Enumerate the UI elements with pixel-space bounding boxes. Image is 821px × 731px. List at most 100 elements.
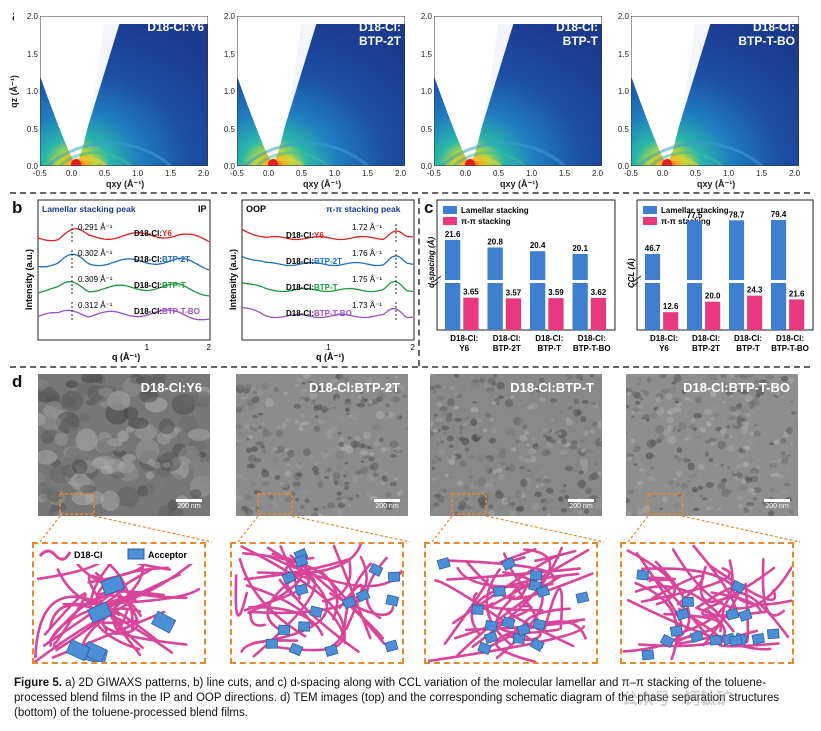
tem-grain xyxy=(363,398,369,402)
curve-label: D18-Cl:Y6 xyxy=(286,231,324,240)
curve-label-prefix: D18-Cl: xyxy=(286,309,314,318)
tem-grain xyxy=(304,391,308,395)
scattering-region xyxy=(40,24,208,166)
schematic-drawing xyxy=(234,544,402,658)
tem-grain xyxy=(293,449,302,457)
tem-grain xyxy=(338,441,345,448)
tem-grain xyxy=(518,455,525,462)
x-tick-label: 0.5 xyxy=(690,169,702,178)
tem-grain xyxy=(753,378,759,385)
tem-grain xyxy=(596,378,601,381)
tem-grain xyxy=(190,391,210,408)
tem-grain xyxy=(529,455,537,463)
donor-chain xyxy=(671,548,792,610)
acceptor-domain xyxy=(725,607,740,621)
diffraction-ring xyxy=(459,156,502,166)
bar-value-label: 20.0 xyxy=(705,292,721,301)
tem-grain xyxy=(559,449,568,456)
tem-grain xyxy=(186,499,196,510)
acceptor-domain xyxy=(298,621,311,632)
tem-grain xyxy=(540,469,545,474)
tem-grain xyxy=(588,474,595,481)
phase-schematic: D18-Cl Acceptor xyxy=(32,542,206,664)
tem-grain xyxy=(100,490,120,512)
y-tick-label: 0.5 xyxy=(420,124,432,134)
tem-grain xyxy=(300,504,305,509)
tem-grain xyxy=(352,411,358,417)
tem-grain xyxy=(252,414,258,419)
y-tick-label: 0.0 xyxy=(420,162,432,171)
tem-grain xyxy=(447,435,454,442)
tem-grain xyxy=(262,430,272,437)
tem-grain xyxy=(782,490,788,493)
tem-grain xyxy=(136,375,156,386)
tem-grain xyxy=(626,497,631,504)
missing-wedge xyxy=(470,22,514,166)
tem-grain xyxy=(317,481,324,489)
tem-grain xyxy=(443,496,449,502)
acceptor-domain xyxy=(536,584,551,598)
tem-grain xyxy=(261,480,270,486)
tem-grain xyxy=(357,491,363,496)
tem-grain xyxy=(720,478,727,483)
peak-value: 0.309 Å⁻¹ xyxy=(78,275,113,284)
tem-grain xyxy=(626,431,629,434)
tem-grain xyxy=(696,435,703,439)
category-label: BTP-T xyxy=(736,344,760,353)
tem-grain xyxy=(313,425,321,432)
tem-grain xyxy=(635,400,641,405)
tem-grain xyxy=(368,400,373,404)
tem-grain xyxy=(773,486,781,492)
giwaxs-pattern xyxy=(237,16,405,166)
tem-grain xyxy=(751,493,756,496)
tem-grain xyxy=(640,416,646,420)
tem-grain xyxy=(261,382,269,390)
tem-grain xyxy=(593,421,599,428)
tem-grain xyxy=(530,502,539,511)
tem-grain xyxy=(458,425,464,431)
acceptor-domain xyxy=(265,638,278,649)
tem-texture xyxy=(38,374,210,516)
donor-chain xyxy=(238,557,307,638)
tem-grain xyxy=(540,407,548,412)
tem-grain xyxy=(392,387,402,395)
tem-grain xyxy=(627,461,635,467)
y-tick-label: 0.0 xyxy=(26,162,38,171)
tem-grain xyxy=(538,483,546,492)
tem-grain xyxy=(454,374,459,378)
tem-grain xyxy=(457,393,463,399)
tem-grain xyxy=(366,378,374,384)
donor-chain xyxy=(278,545,301,601)
curve-label-acceptor: BTP-2T xyxy=(162,255,190,264)
tem-grain xyxy=(449,385,456,391)
tem-grain xyxy=(158,504,173,516)
bar-value-label: 3.62 xyxy=(591,288,607,297)
tem-grain xyxy=(261,422,266,426)
tem-grain xyxy=(241,444,246,449)
giwaxs-pattern xyxy=(434,16,602,166)
category-label: BTP-T-BO xyxy=(771,344,809,353)
donor-chain xyxy=(51,610,166,659)
tem-grain xyxy=(290,380,294,383)
tem-grain xyxy=(713,412,721,418)
tem-grain xyxy=(244,493,252,501)
tem-grain xyxy=(390,453,397,458)
x-axis-label: qxy (Å⁻¹) xyxy=(500,179,539,189)
tem-grain xyxy=(115,486,140,507)
tem-grain xyxy=(261,449,266,453)
tem-grain xyxy=(355,494,360,498)
donor-chain xyxy=(483,548,590,611)
tem-grain xyxy=(400,490,408,499)
donor-chain xyxy=(443,578,489,646)
tem-grain xyxy=(123,407,139,420)
scale-bar: 200 nm xyxy=(176,499,202,510)
tem-grain xyxy=(44,400,63,418)
tem-grain xyxy=(358,395,363,399)
acceptor-domain xyxy=(675,607,690,621)
x-tick-label: 0.0 xyxy=(657,169,669,178)
tem-grain xyxy=(470,407,479,413)
tem-grain xyxy=(590,481,597,485)
peak-annotation: Lamellar stacking peak xyxy=(42,204,136,214)
acceptor-domain xyxy=(483,631,499,645)
tem-grain xyxy=(434,455,439,458)
